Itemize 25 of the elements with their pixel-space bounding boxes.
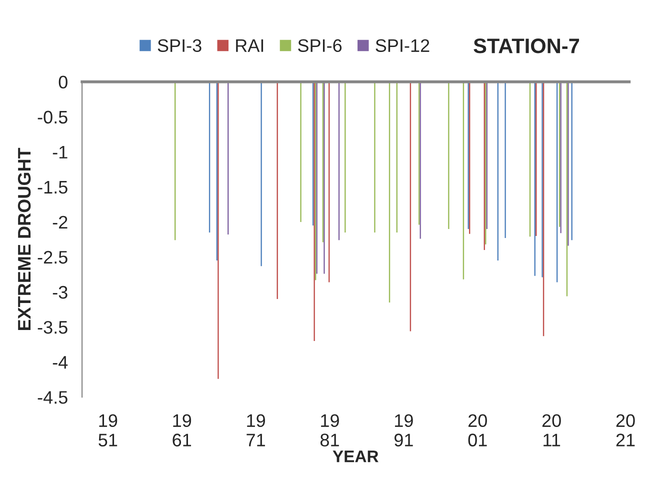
- x-tick-label: 19 61: [172, 414, 192, 446]
- y-axis-title: EXTREME DROUGHT: [18, 148, 31, 330]
- y-tick-label: -4: [52, 356, 68, 369]
- y-tick-label: -4.5: [38, 391, 68, 404]
- x-tick-label: 19 81: [320, 414, 339, 446]
- x-tick-label: 19 51: [98, 414, 118, 446]
- y-tick-label: -0.5: [38, 110, 68, 124]
- x-tick-label: 19 71: [246, 414, 265, 446]
- y-tick-label: -2: [52, 216, 68, 228]
- y-tick-label: 0: [58, 76, 68, 89]
- y-tick-label: -2.5: [38, 250, 68, 264]
- legend-label: SPI-3: [158, 39, 202, 52]
- legend-label: SPI-6: [298, 39, 342, 52]
- x-tick-label: 20 01: [468, 414, 487, 446]
- legend-label: SPI-12: [376, 39, 430, 52]
- y-tick-label: -1: [52, 146, 68, 158]
- x-tick-label: 20 21: [616, 414, 635, 446]
- x-tick-label: 19 91: [394, 414, 413, 446]
- legend-label: RAI: [236, 39, 264, 52]
- x-tick-label: 20 11: [542, 414, 561, 446]
- y-tick-label: -3.5: [38, 320, 68, 334]
- chart-title: STATION-7: [474, 38, 580, 54]
- y-tick-label: -1.5: [38, 181, 68, 194]
- y-tick-label: -3: [52, 286, 68, 299]
- x-axis-title: YEAR: [332, 450, 378, 462]
